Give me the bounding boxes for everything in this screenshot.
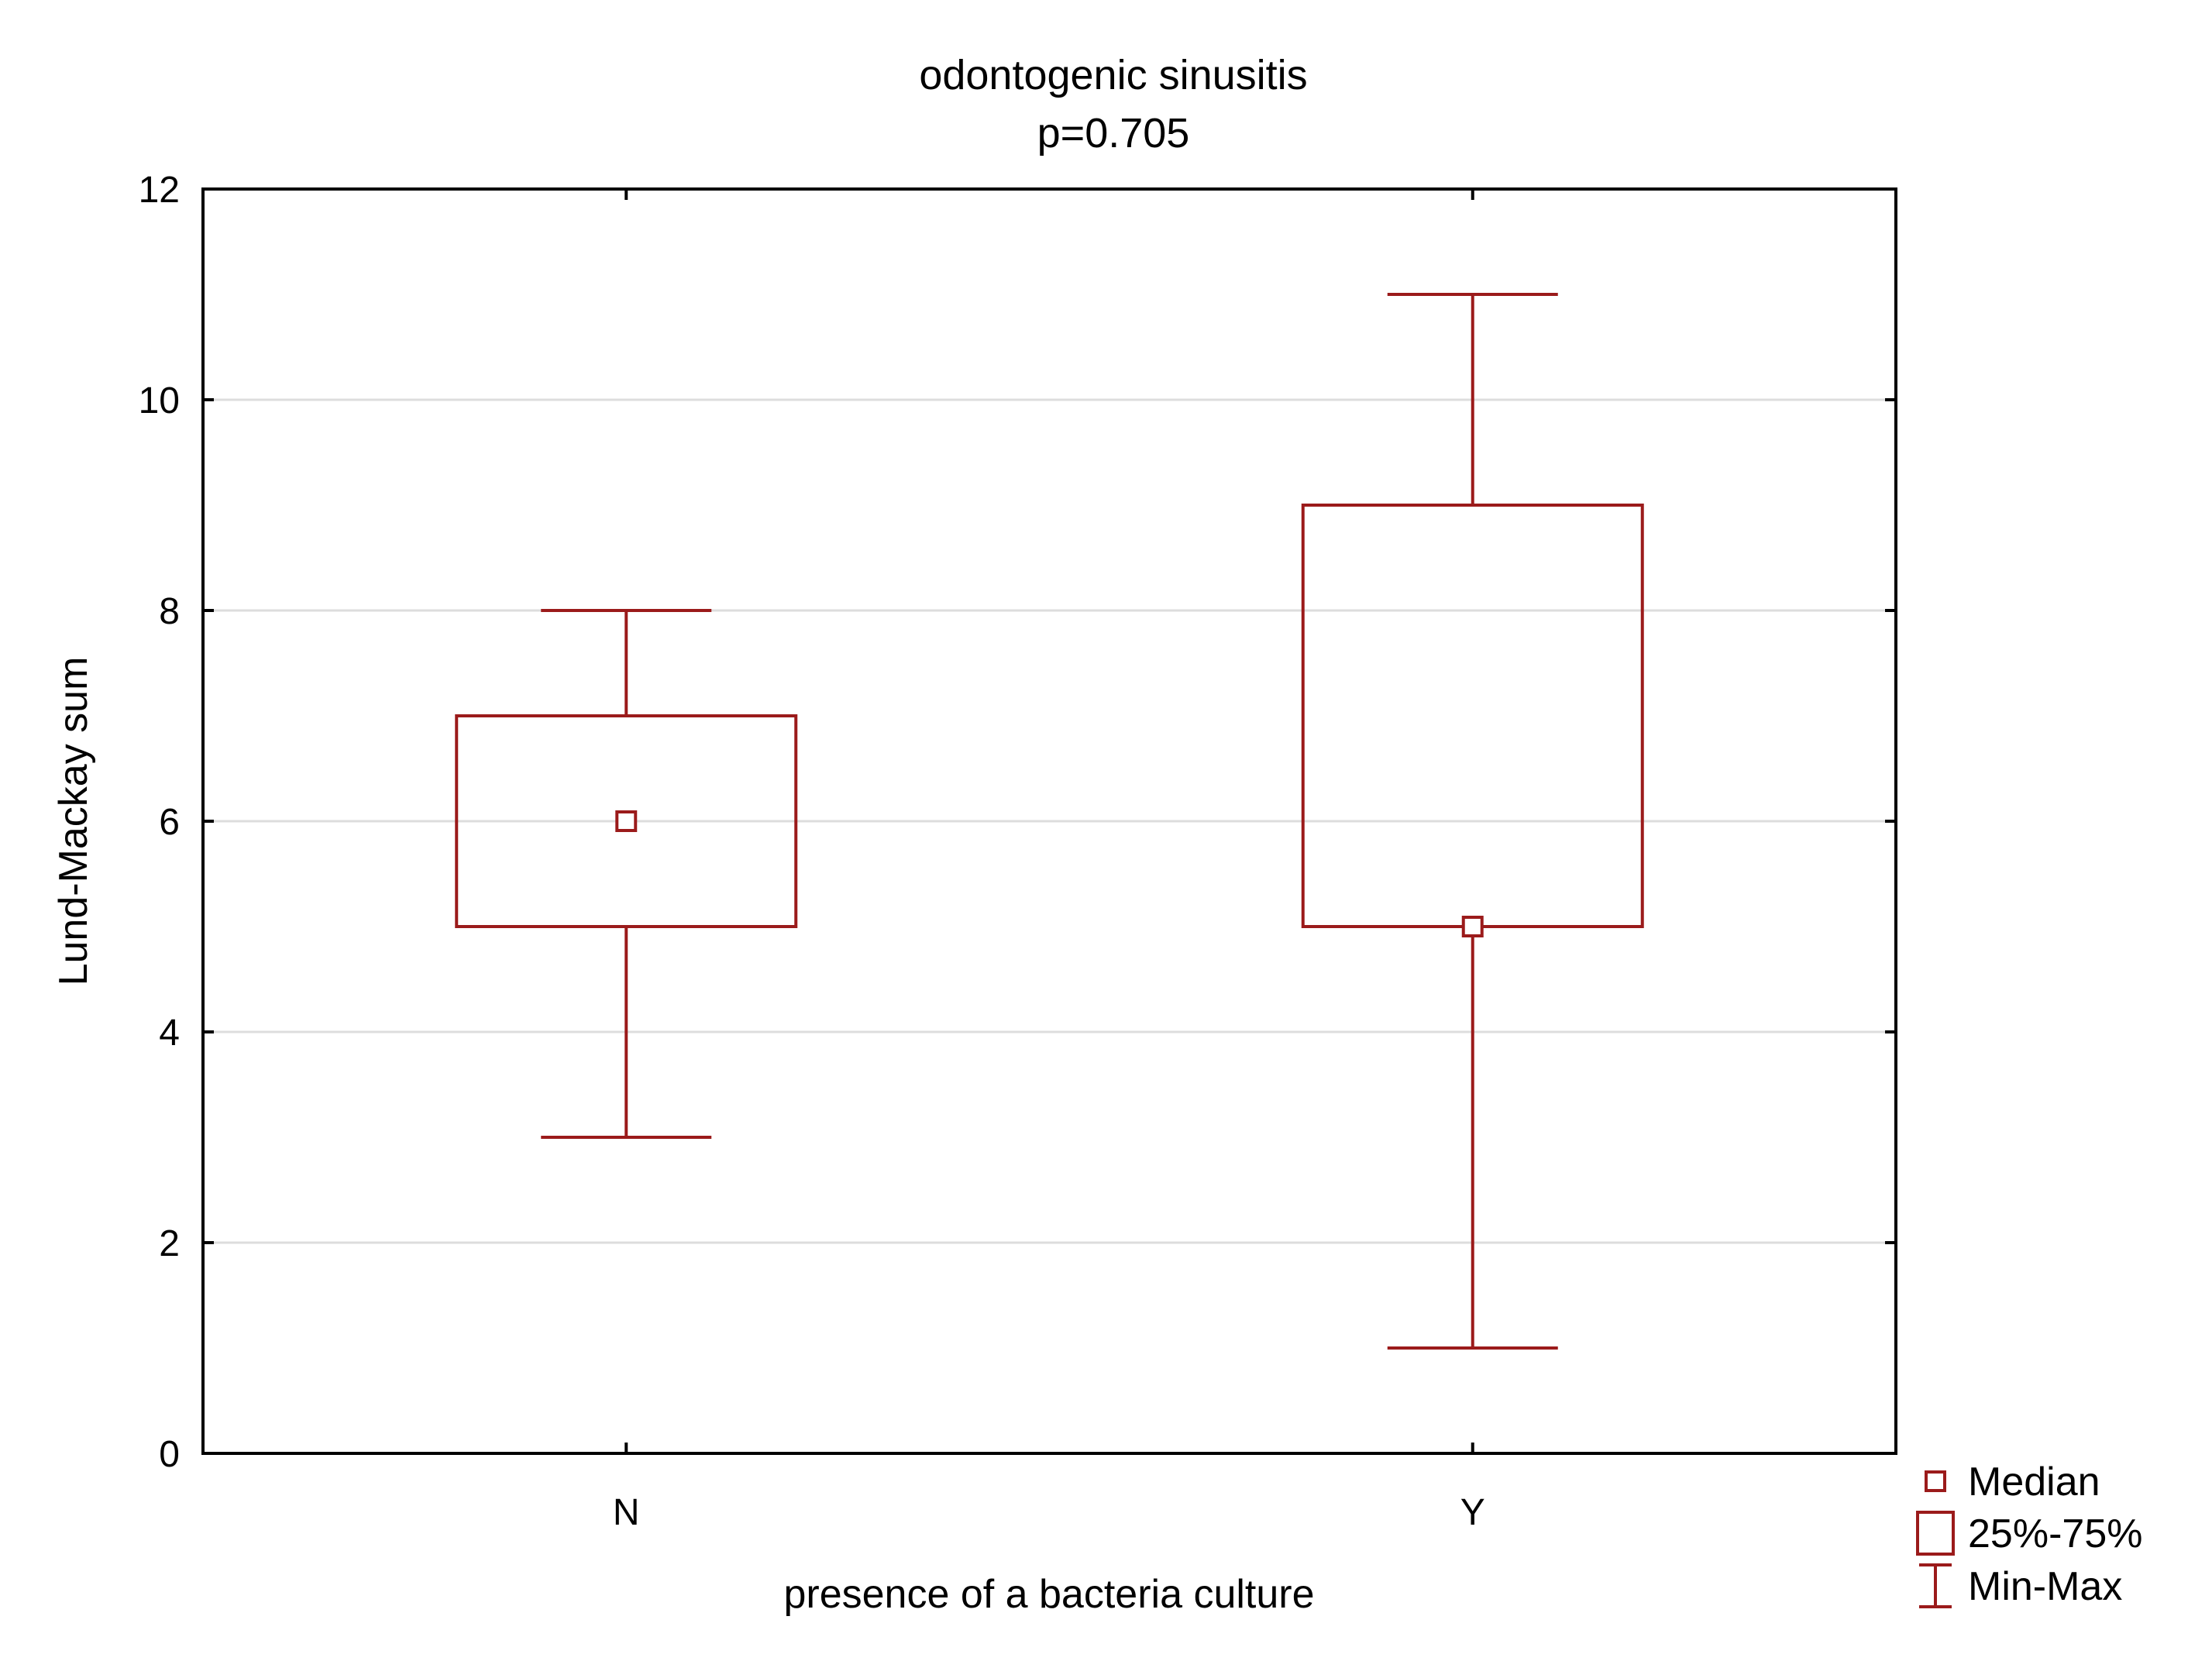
- y-tick-label: 2: [159, 1223, 180, 1264]
- y-tick-label: 8: [159, 591, 180, 632]
- y-tick-label: 0: [159, 1434, 180, 1475]
- chart-title: odontogenic sinusitis: [919, 52, 1307, 98]
- legend: Median 25%-75% Min-Max: [1916, 1460, 2142, 1609]
- iqr-box: [455, 714, 798, 928]
- legend-label: Min-Max: [1968, 1564, 2122, 1609]
- small-square-icon: [1925, 1470, 1946, 1492]
- y-tick-label: 4: [159, 1013, 180, 1054]
- y-tick-label: 6: [159, 802, 180, 843]
- whisker-icon: [1919, 1563, 1952, 1608]
- x-axis-label: presence of a bacteria culture: [783, 1572, 1314, 1617]
- chart-subtitle: p=0.705: [1037, 110, 1190, 156]
- x-tick-label: N: [613, 1492, 640, 1533]
- iqr-box: [1301, 504, 1644, 928]
- box-icon: [1916, 1511, 1955, 1556]
- legend-item: Min-Max: [1919, 1563, 2122, 1609]
- y-tick-label: 10: [139, 380, 180, 421]
- legend-label: Median: [1968, 1460, 2100, 1505]
- median-marker: [615, 810, 638, 832]
- gridlines: [203, 398, 1896, 1244]
- y-tick-label: 12: [139, 170, 180, 211]
- median-marker: [1461, 916, 1484, 937]
- legend-label: 25%-75%: [1968, 1511, 2142, 1556]
- y-axis-ticks: 0 2 4 6 8 10 12: [139, 170, 1896, 1475]
- y-axis-label: Lund-Mackay sum: [51, 657, 96, 986]
- x-tick-label: Y: [1460, 1492, 1485, 1533]
- legend-item: Median: [1925, 1460, 2100, 1505]
- legend-item: 25%-75%: [1916, 1511, 2142, 1556]
- boxes: [455, 293, 1644, 1350]
